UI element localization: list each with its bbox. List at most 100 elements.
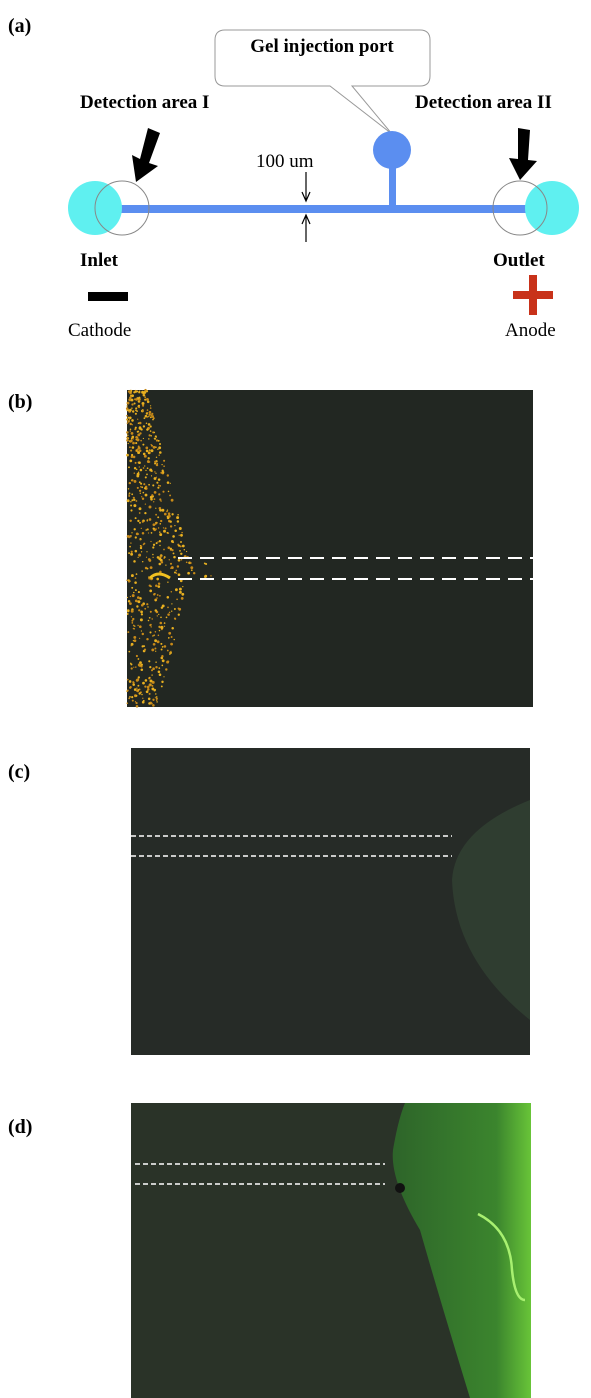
particle: [135, 666, 136, 667]
particle: [154, 491, 157, 494]
particle: [137, 520, 139, 522]
particle: [158, 527, 159, 528]
particle: [157, 640, 160, 643]
particle: [141, 528, 142, 529]
particle: [135, 407, 137, 409]
particle: [130, 553, 133, 556]
particle: [160, 520, 162, 522]
detection-label: Detection area I: [80, 92, 209, 113]
particle: [167, 517, 170, 520]
particle: [150, 624, 152, 626]
particle: [174, 639, 175, 640]
particle: [142, 701, 145, 704]
particle: [129, 520, 131, 522]
particle: [131, 419, 134, 422]
particle: [167, 509, 168, 510]
particle: [126, 418, 128, 420]
particle: [158, 614, 159, 615]
particle: [156, 436, 157, 437]
particle: [161, 685, 163, 687]
particle: [151, 449, 154, 452]
particle: [178, 573, 181, 576]
particle: [129, 680, 132, 683]
particle: [131, 622, 133, 624]
particle: [128, 552, 130, 554]
particle: [180, 553, 182, 555]
particle: [141, 664, 143, 666]
particle: [148, 698, 151, 701]
particle: [128, 399, 130, 401]
particle: [138, 591, 140, 593]
particle: [157, 487, 159, 489]
particle: [142, 633, 144, 635]
particle: [171, 603, 172, 604]
particle: [145, 679, 148, 682]
particle: [138, 609, 140, 611]
particle: [158, 635, 160, 637]
particle: [151, 532, 153, 534]
particle: [161, 655, 163, 657]
particle: [149, 693, 151, 695]
particle: [131, 479, 133, 481]
particle: [134, 402, 136, 404]
particle: [127, 420, 130, 423]
particle: [159, 630, 160, 631]
particle: [151, 475, 152, 476]
particle: [136, 410, 138, 412]
particle: [131, 403, 133, 405]
particle: [131, 616, 132, 617]
particle: [159, 443, 161, 445]
particle: [161, 626, 164, 629]
particle: [150, 435, 152, 437]
particle: [180, 534, 183, 537]
particle: [180, 541, 182, 543]
particle: [135, 577, 137, 579]
particle: [163, 676, 164, 677]
particle: [146, 551, 147, 552]
particle: [129, 446, 131, 448]
particle: [142, 402, 145, 405]
particle: [156, 522, 158, 524]
particle: [167, 607, 169, 609]
arrow: [509, 128, 537, 180]
particle: [138, 658, 140, 660]
particle: [132, 681, 134, 683]
particle: [139, 512, 141, 514]
particle: [133, 560, 136, 563]
particle: [144, 465, 145, 466]
particle: [156, 597, 158, 599]
particle: [146, 450, 149, 453]
particle: [152, 484, 154, 486]
particle: [152, 557, 153, 558]
particle: [145, 476, 147, 478]
particle: [146, 428, 148, 430]
particle: [170, 643, 173, 646]
particle: [131, 499, 133, 501]
particle: [130, 505, 132, 507]
particle: [162, 659, 165, 662]
particle: [147, 416, 149, 418]
particle: [127, 499, 130, 502]
particle: [175, 570, 177, 572]
particle: [147, 412, 149, 414]
particle: [179, 527, 182, 530]
particle: [135, 589, 137, 591]
particle: [204, 575, 207, 578]
particle: [135, 436, 138, 439]
particle: [174, 571, 176, 573]
particle: [173, 556, 176, 559]
particle: [138, 472, 140, 474]
particle: [157, 541, 158, 542]
particle: [139, 597, 142, 600]
particle: [147, 688, 150, 691]
particle: [128, 495, 130, 497]
particle: [143, 438, 144, 439]
particle: [139, 426, 142, 429]
particle: [139, 625, 142, 628]
particle: [149, 518, 152, 521]
particle: [156, 457, 157, 458]
particle: [133, 628, 135, 630]
particle: [150, 684, 151, 685]
particle: [151, 703, 153, 705]
page: {"panels": [ {"label": "(a)", "callout":…: [0, 0, 591, 1398]
